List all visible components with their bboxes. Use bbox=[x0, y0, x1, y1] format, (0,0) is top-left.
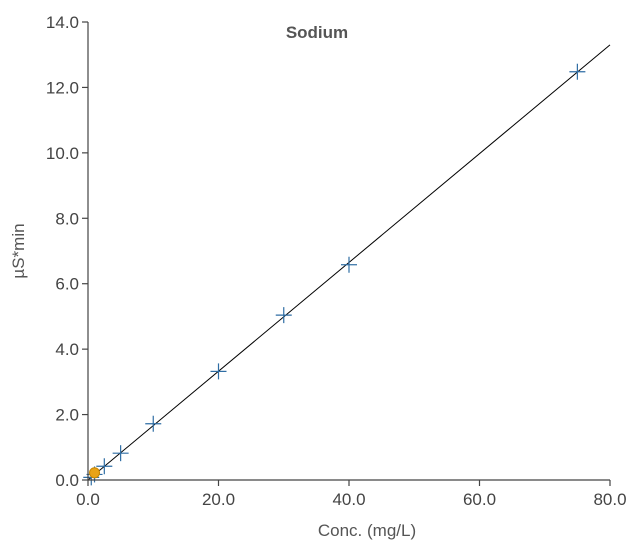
calibration-point bbox=[341, 256, 357, 273]
x-tick-label: 0.0 bbox=[76, 490, 100, 509]
y-tick-label: 2.0 bbox=[55, 406, 79, 425]
calibration-point bbox=[112, 445, 129, 462]
calibration-point bbox=[145, 415, 162, 432]
y-tick-label: 14.0 bbox=[46, 13, 79, 32]
check-standard-point bbox=[89, 467, 101, 479]
y-tick-label: 0.0 bbox=[55, 471, 79, 490]
y-tick-label: 8.0 bbox=[55, 209, 79, 228]
x-tick-label: 20.0 bbox=[202, 490, 235, 509]
calibration-point bbox=[275, 307, 292, 324]
axes: 0.0 2.0 4.0 6.0 8.0 10.0 12.0 14.0 0.0 20.0 40.0 60… bbox=[46, 13, 627, 509]
x-axis-title: Conc. (mg/L) bbox=[318, 521, 416, 540]
x-tick-label: 60.0 bbox=[463, 490, 496, 509]
calibration-point bbox=[569, 63, 586, 80]
calibration-point bbox=[96, 458, 113, 475]
plot-area bbox=[83, 44, 611, 486]
y-tick-label: 10.0 bbox=[46, 144, 79, 163]
calibration-point bbox=[210, 363, 227, 380]
x-tick-label: 40.0 bbox=[332, 490, 365, 509]
chart-title: Sodium bbox=[286, 23, 348, 42]
y-tick-label: 6.0 bbox=[55, 275, 79, 294]
y-tick-label: 4.0 bbox=[55, 340, 79, 359]
y-tick-label: 12.0 bbox=[46, 78, 79, 97]
y-axis-title: µS*min bbox=[9, 223, 28, 278]
x-tick-label: 80.0 bbox=[593, 490, 626, 509]
